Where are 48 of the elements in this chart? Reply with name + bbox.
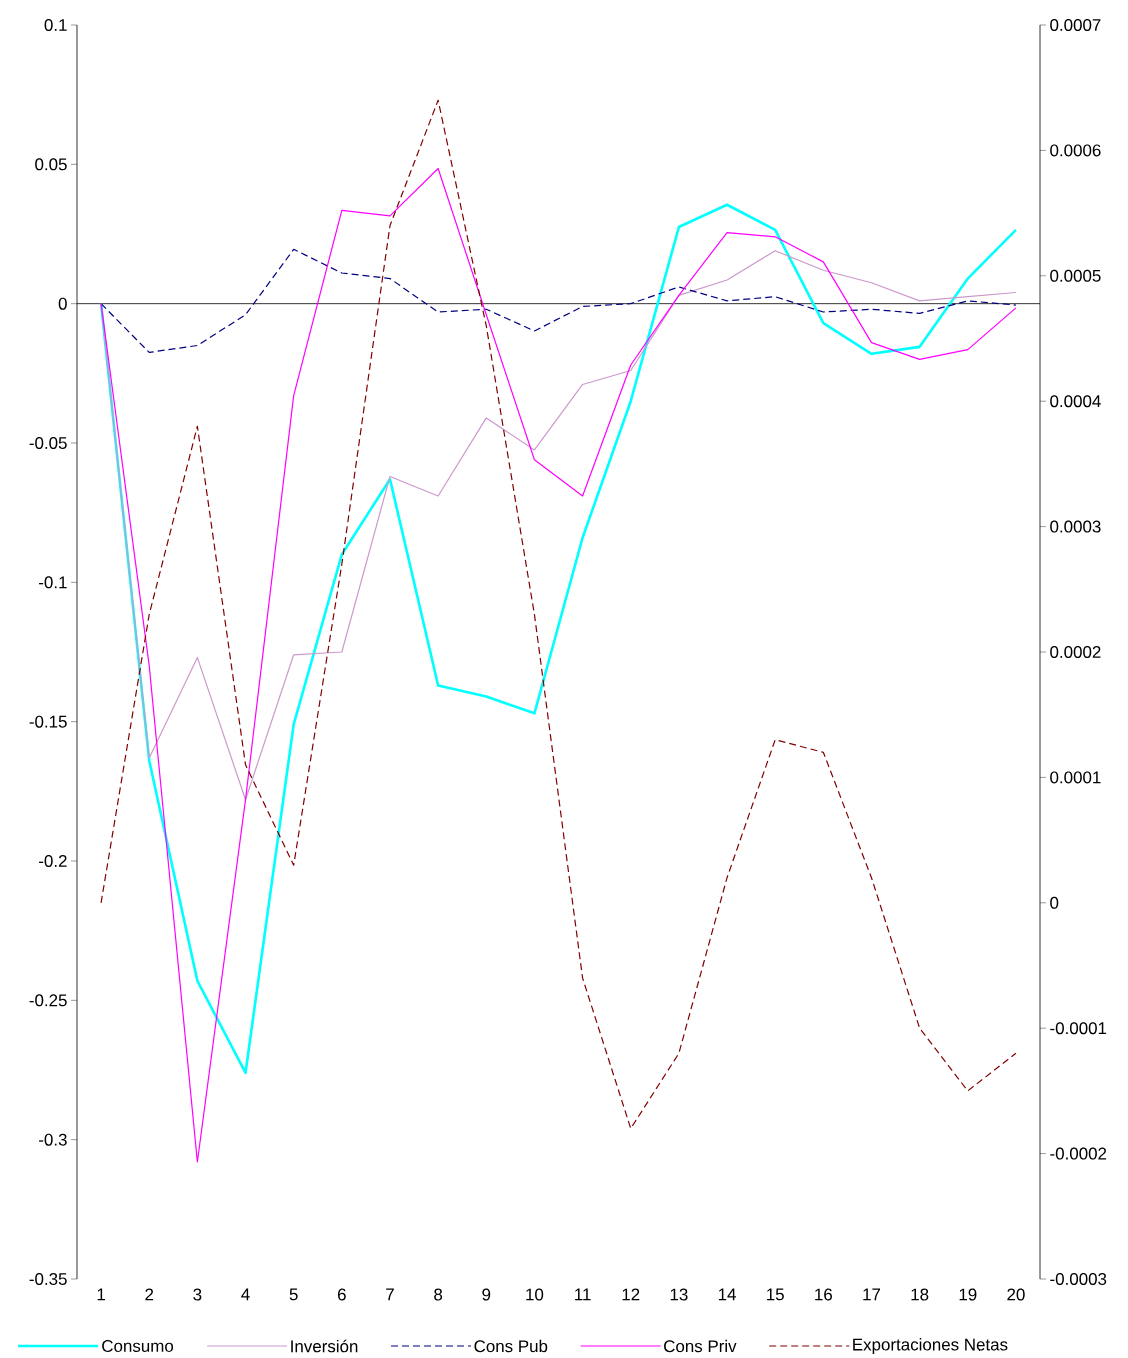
y2-tick-label: -0.0003 [1050, 1273, 1107, 1285]
x-tick-label: 18 [911, 1288, 929, 1301]
legend-label: Inversión [291, 1339, 358, 1353]
x-tick-label: 19 [959, 1288, 977, 1301]
x-tick-label: 3 [193, 1288, 202, 1301]
legend-label: Cons Pub [474, 1339, 548, 1353]
y-tick-label: 0.05 [35, 158, 67, 171]
legend-label: Exportaciones Netas [853, 1338, 1008, 1354]
y2-tick-label: 0.0004 [1050, 395, 1101, 408]
y-tick-label: -0.25 [29, 994, 67, 1007]
y-tick-label: -0.2 [39, 855, 67, 867]
y2-tick-label: -0.0002 [1050, 1147, 1107, 1160]
y2-tick-label: 0 [1050, 896, 1059, 909]
x-tick-label: 6 [337, 1288, 346, 1301]
x-tick-label: 11 [575, 1288, 591, 1301]
line-series [100, 250, 1017, 801]
y-tick-label: -0.05 [29, 437, 67, 449]
x-tick-label: 5 [289, 1288, 298, 1301]
y-tick-label: -0.1 [39, 576, 67, 589]
x-tick-label: 17 [863, 1288, 881, 1301]
x-tick-label: 4 [241, 1288, 250, 1301]
x-tick-label: 13 [670, 1288, 688, 1301]
y2-tick-label: 0.0007 [1050, 18, 1101, 31]
x-tick-label: 15 [767, 1288, 784, 1301]
x-tick-label: 12 [622, 1288, 640, 1301]
legend-label: Cons Priv [664, 1339, 737, 1353]
x-tick-label: 2 [145, 1288, 154, 1301]
legend-label: Consumo [102, 1340, 174, 1352]
y2-tick-label: -0.0001 [1050, 1022, 1107, 1035]
y-tick-label: -0.35 [29, 1273, 67, 1285]
x-tick-label: 20 [1007, 1288, 1025, 1301]
x-tick-label: 9 [482, 1288, 491, 1301]
x-tick-label: 7 [386, 1288, 394, 1301]
y-tick-label: 0 [58, 297, 67, 310]
y-tick-label: 0.1 [44, 19, 67, 31]
y2-tick-label: 0.0001 [1050, 771, 1101, 784]
y2-tick-label: 0.0006 [1050, 144, 1101, 157]
y-tick-label: -0.3 [39, 1133, 67, 1146]
y-tick-label: -0.15 [29, 715, 67, 728]
x-tick-label: 1 [97, 1288, 105, 1301]
line-series [100, 248, 1017, 354]
y2-tick-label: 0.0002 [1050, 646, 1101, 658]
x-tick-label: 14 [718, 1288, 736, 1301]
x-tick-label: 16 [815, 1288, 832, 1301]
x-tick-label: 10 [526, 1288, 544, 1301]
x-tick-label: 8 [434, 1288, 443, 1301]
y2-tick-label: 0.0005 [1050, 269, 1101, 282]
y2-tick-label: 0.0003 [1050, 520, 1101, 533]
